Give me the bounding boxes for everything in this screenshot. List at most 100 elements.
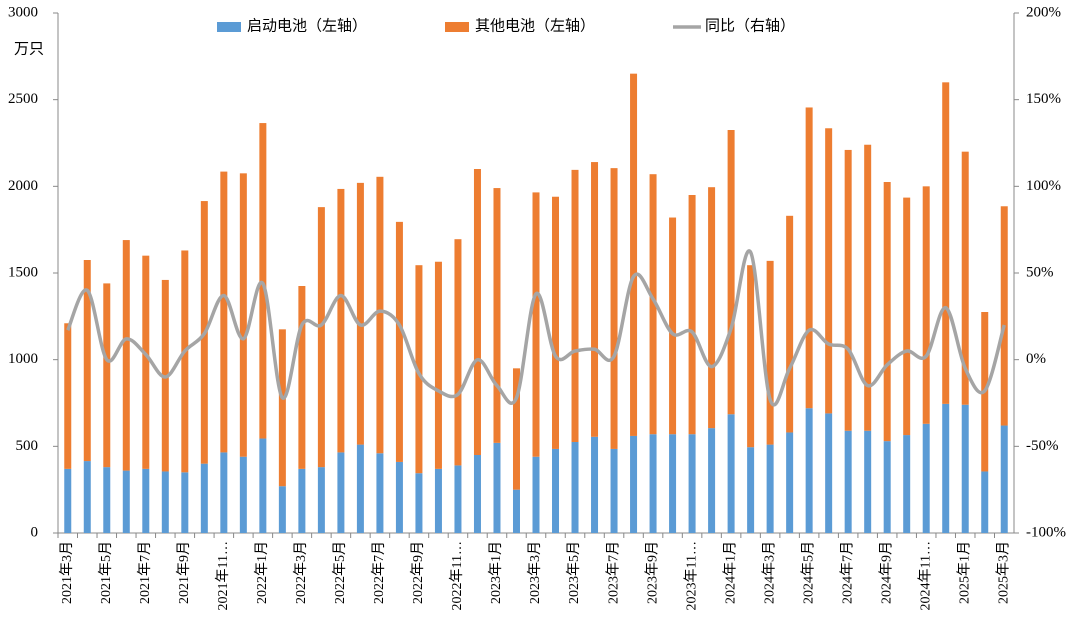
y-tick-label: 500	[16, 438, 39, 454]
legend-label: 启动电池（左轴）	[247, 17, 367, 34]
y2-tick-label: -50%	[1026, 438, 1059, 454]
y-tick-label: 3000	[8, 4, 38, 20]
bar	[181, 472, 189, 533]
bar	[356, 444, 364, 533]
bar	[259, 123, 267, 439]
bar	[552, 448, 560, 533]
legend-label: 同比（右轴）	[705, 17, 795, 34]
x-tick-label: 2024年9月	[878, 541, 894, 604]
bar	[942, 82, 950, 404]
bar	[922, 423, 930, 533]
bar	[786, 215, 794, 433]
bar	[532, 456, 540, 533]
bar	[805, 408, 813, 533]
bar	[376, 176, 384, 454]
bar	[669, 217, 677, 435]
bar	[825, 128, 833, 414]
bar	[512, 489, 520, 533]
bar	[883, 182, 891, 442]
bar	[1000, 206, 1008, 426]
bar	[64, 468, 72, 533]
x-tick-label: 2025年1月	[956, 541, 972, 604]
bar	[708, 187, 716, 429]
bar	[981, 471, 989, 533]
bar	[122, 240, 130, 471]
y-tick-label: 2000	[8, 178, 38, 194]
x-tick-label: 2025年3月	[995, 541, 1011, 604]
bar	[610, 168, 618, 449]
bar	[434, 468, 442, 533]
y2-tick-label: 0%	[1026, 351, 1046, 367]
bar	[727, 414, 735, 533]
x-tick-label: 2023年9月	[644, 541, 660, 604]
x-tick-label: 2021年3月	[59, 541, 75, 604]
bar	[259, 438, 267, 533]
bar	[844, 149, 852, 431]
bar	[669, 434, 677, 533]
bar	[571, 442, 579, 533]
y2-tick-label: 100%	[1026, 178, 1061, 194]
bar	[395, 461, 403, 533]
bar	[903, 197, 911, 436]
x-tick-label: 2024年5月	[800, 541, 816, 604]
x-tick-label: 2024年1月	[722, 541, 738, 604]
bar	[766, 260, 774, 445]
bar	[532, 192, 540, 457]
x-tick-label: 2023年5月	[566, 541, 582, 604]
x-tick-label: 2022年7月	[371, 541, 387, 604]
bar	[747, 265, 755, 448]
bar	[961, 151, 969, 405]
unit-label: 万只	[14, 41, 44, 57]
bar	[961, 404, 969, 533]
bar	[278, 486, 286, 533]
x-tick-label: 2023年1月	[488, 541, 504, 604]
x-tick-label: 2021年9月	[176, 541, 192, 604]
y2-tick-label: 50%	[1026, 264, 1054, 280]
y2-tick-label: 200%	[1026, 4, 1061, 20]
y-tick-label: 0	[31, 524, 39, 540]
x-tick-label: 2024年11…	[917, 541, 933, 610]
x-tick-label: 2021年7月	[137, 541, 153, 604]
bar	[161, 471, 169, 533]
bar	[571, 169, 579, 442]
bar	[473, 169, 481, 455]
bar	[708, 428, 716, 533]
bar	[864, 144, 872, 431]
bar	[630, 73, 638, 436]
bar	[83, 260, 91, 462]
bar	[103, 283, 111, 468]
bar	[727, 130, 735, 415]
bar	[434, 261, 442, 469]
bar	[220, 171, 228, 453]
bar	[142, 255, 150, 469]
bar	[552, 196, 560, 449]
bar	[395, 221, 403, 462]
bar	[181, 250, 189, 473]
x-tick-label: 2022年9月	[410, 541, 426, 604]
bar	[493, 188, 501, 443]
bar	[239, 173, 247, 457]
legend-swatch	[217, 22, 241, 32]
x-tick-label: 2023年11…	[683, 541, 699, 610]
bar	[317, 467, 325, 533]
bar	[122, 470, 130, 533]
y-tick-label: 2500	[8, 91, 38, 107]
bar	[64, 323, 72, 469]
bar	[376, 453, 384, 533]
x-tick-label: 2022年11…	[449, 541, 465, 610]
bar	[747, 447, 755, 533]
bar	[317, 207, 325, 468]
x-tick-label: 2022年1月	[254, 541, 270, 604]
bar	[415, 265, 423, 474]
bar	[278, 329, 286, 487]
bar	[298, 468, 306, 533]
bar	[239, 456, 247, 533]
bar	[766, 444, 774, 533]
bar	[864, 430, 872, 533]
bar	[337, 452, 345, 533]
bar	[1000, 425, 1008, 533]
bar	[337, 188, 345, 453]
x-tick-label: 2023年7月	[605, 541, 621, 604]
bar	[356, 182, 364, 445]
bar	[473, 455, 481, 533]
